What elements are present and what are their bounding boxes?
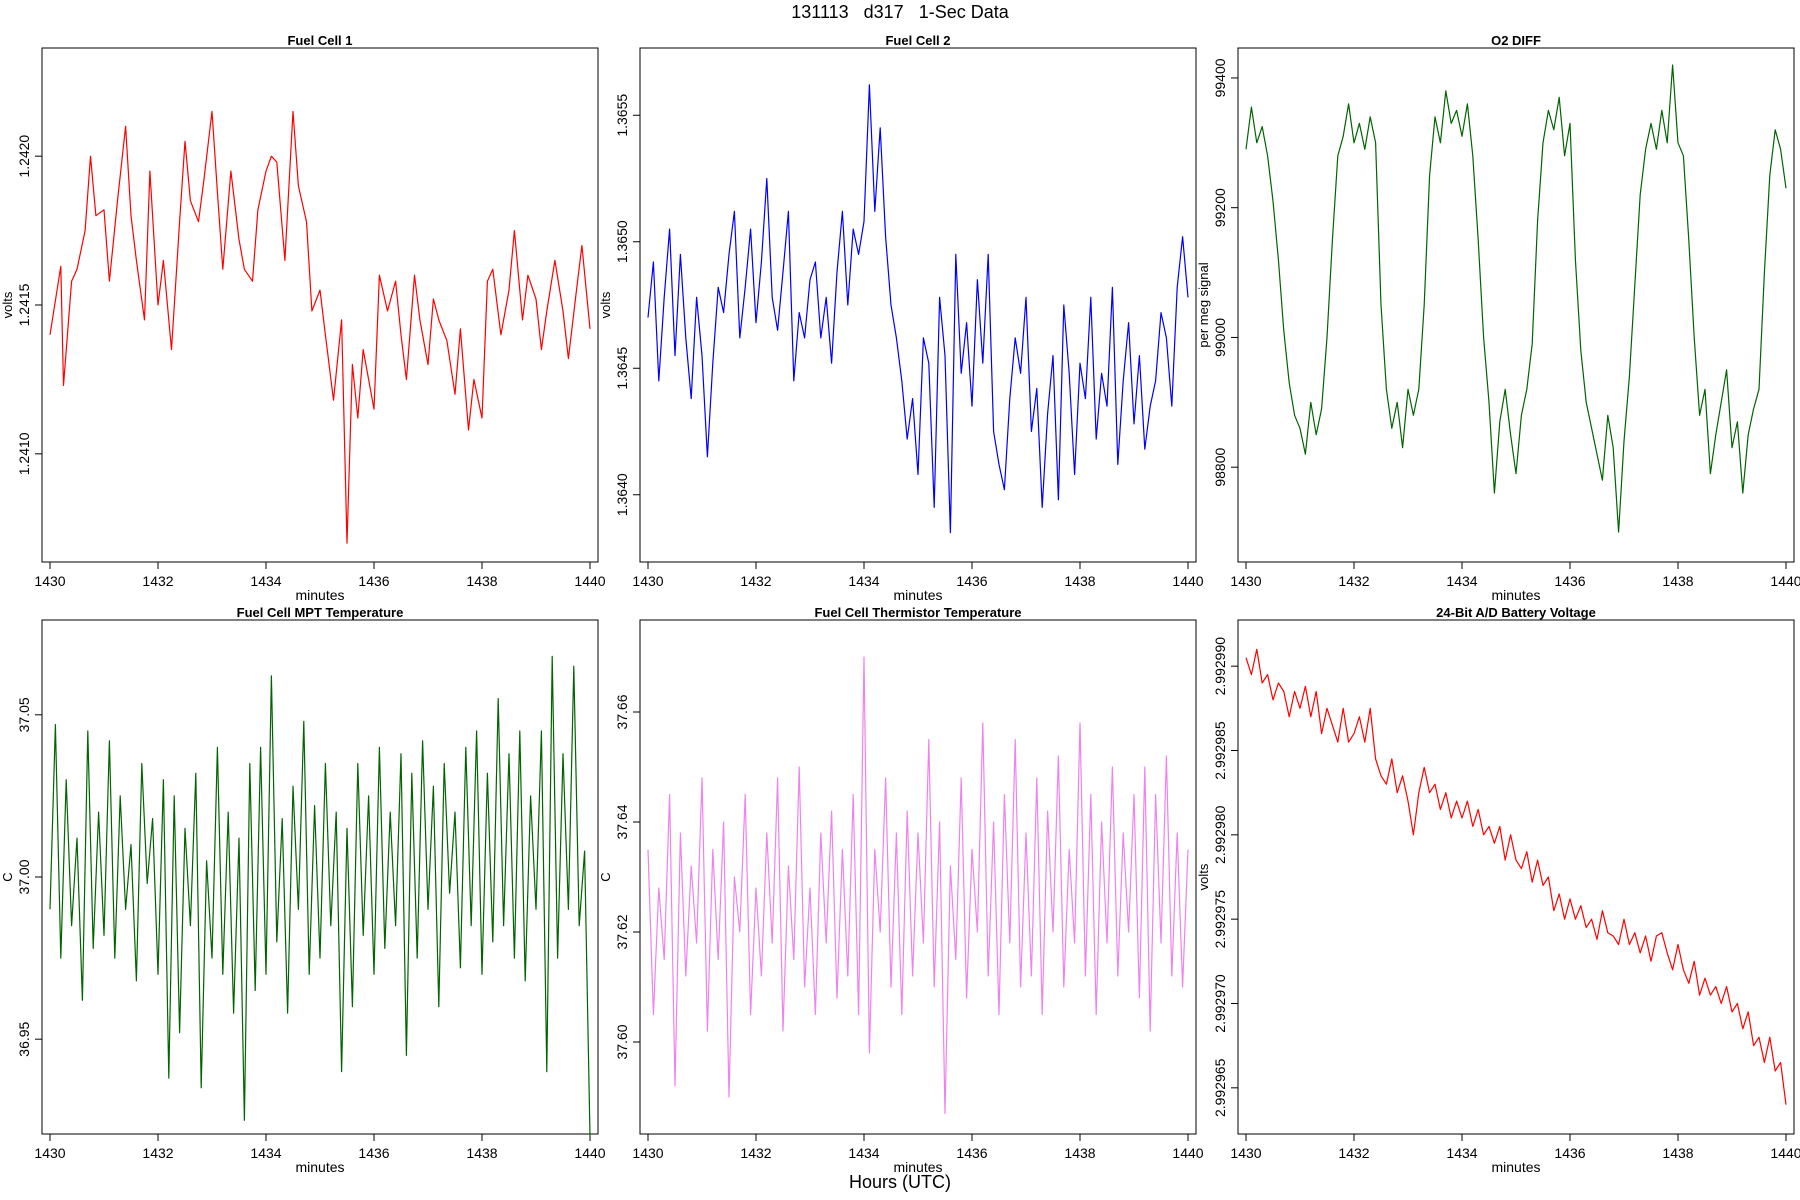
series-line-1 [1245, 648, 1787, 1105]
x-axis-label: minutes [1491, 587, 1540, 603]
chart-panel-3: O2 DIFF 1430 1432 1434 1436 1438 1440 minutes 98… [1196, 33, 1800, 603]
plot-frame [41, 47, 599, 563]
y-axis-label: C [598, 872, 613, 881]
y-axis-label: per meg signal [1196, 262, 1211, 347]
x-tick-label: 1432 [1338, 1145, 1369, 1161]
chart-title: Fuel Cell Thermistor Temperature [814, 605, 1021, 620]
y-tick-label: 2.992970 [1212, 974, 1228, 1033]
y-tick-label: 37.60 [614, 1024, 630, 1059]
x-tick-label: 1436 [1554, 573, 1585, 589]
y-tick-label: 99200 [1212, 188, 1228, 227]
chart-panel-2: Fuel Cell 2 1430 1432 1434 1436 1438 1440 minut… [598, 33, 1204, 603]
x-tick-label: 1438 [466, 1145, 497, 1161]
x-tick-label: 1440 [1172, 573, 1203, 589]
y-axis-label: C [0, 872, 15, 881]
x-axis-label: minutes [295, 1159, 344, 1175]
y-tick-label: 36.95 [16, 1021, 32, 1056]
x-axis-label: minutes [1491, 1159, 1540, 1175]
y-tick-label: 37.00 [16, 859, 32, 894]
y-tick-label: 1.3650 [614, 220, 630, 263]
x-tick-label: 1434 [848, 573, 879, 589]
x-tick-label: 1436 [358, 573, 389, 589]
x-tick-label: 1438 [1064, 573, 1095, 589]
x-tick-label: 1430 [34, 573, 65, 589]
chart-panel-1: Fuel Cell 1 1430 1432 1434 1436 1438 1440 minut… [0, 33, 606, 603]
y-tick-label: 37.05 [16, 697, 32, 732]
x-tick-label: 1432 [1338, 573, 1369, 589]
chart-title: 24-Bit A/D Battery Voltage [1436, 605, 1596, 620]
x-axis-label: minutes [893, 587, 942, 603]
x-tick-label: 1440 [574, 573, 605, 589]
x-tick-label: 1430 [632, 1145, 663, 1161]
y-tick-label: 2.992975 [1212, 890, 1228, 949]
x-tick-label: 1438 [1662, 573, 1693, 589]
series-line-1 [49, 655, 591, 1137]
x-tick-label: 1432 [142, 1145, 173, 1161]
x-tick-label: 1432 [142, 573, 173, 589]
y-tick-label: 37.64 [614, 804, 630, 839]
x-tick-label: 1430 [1230, 1145, 1261, 1161]
series-line-1 [647, 84, 1189, 534]
y-tick-label: 1.3640 [614, 473, 630, 516]
y-tick-label: 99000 [1212, 318, 1228, 357]
x-tick-label: 1434 [250, 1145, 281, 1161]
x-tick-label: 1430 [632, 573, 663, 589]
y-axis-label: volts [1196, 863, 1211, 890]
x-tick-label: 1434 [250, 573, 281, 589]
x-tick-label: 1436 [956, 573, 987, 589]
chart-panel-4: Fuel Cell MPT Temperature 1430 1432 1434 143… [0, 605, 606, 1175]
x-tick-label: 1440 [1770, 1145, 1800, 1161]
series-line-1 [1245, 64, 1787, 533]
x-tick-label: 1432 [740, 1145, 771, 1161]
x-axis-label: minutes [295, 587, 344, 603]
y-axis-label: volts [0, 291, 15, 318]
plot-frame [639, 619, 1197, 1135]
x-tick-label: 1432 [740, 573, 771, 589]
x-tick-label: 1434 [1446, 573, 1477, 589]
plot-frame [1237, 47, 1795, 563]
y-tick-label: 99400 [1212, 58, 1228, 97]
y-tick-label: 37.66 [614, 694, 630, 729]
y-tick-label: 2.992965 [1212, 1058, 1228, 1117]
series-line-1 [49, 110, 591, 544]
chart-title: O2 DIFF [1491, 33, 1541, 48]
figure-title: 131113 d317 1-Sec Data [791, 2, 1009, 22]
y-tick-label: 1.2420 [16, 135, 32, 178]
y-tick-label: 1.3645 [614, 347, 630, 390]
chart-title: Fuel Cell MPT Temperature [237, 605, 404, 620]
plot-frame [41, 619, 599, 1135]
x-tick-label: 1436 [358, 1145, 389, 1161]
y-tick-label: 1.2415 [16, 283, 32, 326]
x-tick-label: 1438 [1064, 1145, 1095, 1161]
y-tick-label: 1.3655 [614, 94, 630, 137]
x-tick-label: 1430 [1230, 573, 1261, 589]
x-tick-label: 1440 [574, 1145, 605, 1161]
x-tick-label: 1438 [1662, 1145, 1693, 1161]
chart-panel-6: 24-Bit A/D Battery Voltage 1430 1432 1434 14… [1196, 605, 1800, 1175]
figure-bottom-label: Hours (UTC) [849, 1172, 951, 1192]
y-tick-label: 2.992990 [1212, 637, 1228, 696]
x-tick-label: 1436 [1554, 1145, 1585, 1161]
plot-frame [1237, 619, 1795, 1135]
x-tick-label: 1434 [848, 1145, 879, 1161]
y-tick-label: 2.992985 [1212, 721, 1228, 780]
x-tick-label: 1440 [1172, 1145, 1203, 1161]
chart-panel-5: Fuel Cell Thermistor Temperature 1430 1432… [598, 605, 1204, 1175]
y-tick-label: 1.2410 [16, 432, 32, 475]
series-line-1 [647, 656, 1189, 1115]
x-axis-label: minutes [893, 1159, 942, 1175]
y-tick-label: 2.992980 [1212, 805, 1228, 864]
y-axis-label: volts [598, 291, 613, 318]
y-tick-label: 37.62 [614, 914, 630, 949]
x-tick-label: 1436 [956, 1145, 987, 1161]
y-tick-label: 98800 [1212, 448, 1228, 487]
x-tick-label: 1438 [466, 573, 497, 589]
x-tick-label: 1434 [1446, 1145, 1477, 1161]
chart-title: Fuel Cell 2 [885, 33, 950, 48]
x-tick-label: 1440 [1770, 573, 1800, 589]
x-tick-label: 1430 [34, 1145, 65, 1161]
chart-title: Fuel Cell 1 [287, 33, 352, 48]
